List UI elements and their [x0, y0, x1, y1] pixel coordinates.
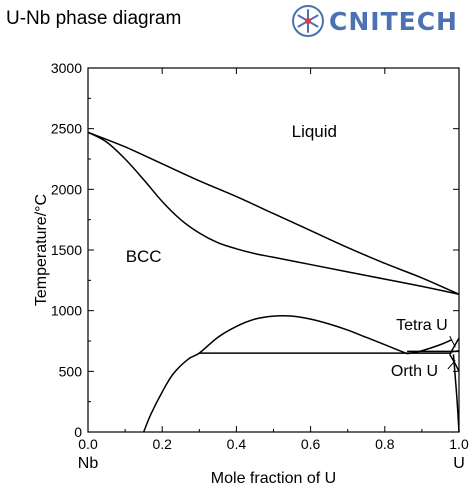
x-axis-label: Mole fraction of U	[211, 470, 336, 487]
y-tick-label: 3000	[51, 60, 82, 76]
y-tick-label: 2000	[51, 181, 82, 197]
x-tick-label: 0.6	[301, 436, 321, 452]
y-tick-label: 1000	[51, 303, 82, 319]
orth-u-leader	[447, 360, 456, 370]
curve-bcc-miscibility-gap	[142, 314, 408, 433]
phase-label-liquid: Liquid	[292, 122, 337, 141]
curve-orth-boundary	[452, 354, 460, 433]
phase-label-tetra-u: Tetra U	[396, 317, 448, 334]
x-end-label-right: U	[453, 455, 465, 472]
x-tick-label: 0.4	[227, 436, 247, 452]
x-tick-label: 0.0	[78, 436, 98, 452]
y-tick-label: 1500	[51, 242, 82, 258]
y-tick-label: 500	[59, 363, 83, 379]
curve-solidus	[87, 131, 460, 296]
curve-orth-boundary-b	[449, 353, 460, 372]
y-axis-label: Temperature/°C	[33, 194, 50, 306]
phase-label-bcc: BCC	[126, 247, 162, 266]
tetra-u-leader	[449, 335, 456, 348]
cnitech-logo: CNITECH	[291, 4, 471, 38]
x-tick-label: 1.0	[449, 436, 469, 452]
x-tick-label: 0.2	[152, 436, 172, 452]
curve-liquidus	[87, 131, 460, 295]
x-end-label-left: Nb	[78, 455, 99, 472]
y-tick-label: 0	[74, 424, 82, 440]
x-tick-label: 0.8	[375, 436, 395, 452]
page-title: U-Nb phase diagram	[6, 8, 182, 29]
curve-tetra-boundary-b	[451, 349, 460, 353]
curve-bcc-tetra-boundary	[406, 339, 452, 355]
y-tick-label: 2500	[51, 121, 82, 137]
snowflake-logo-icon	[292, 5, 324, 37]
logo-text: CNITECH	[329, 7, 458, 36]
phase-label-orth-u: Orth U	[391, 363, 438, 380]
